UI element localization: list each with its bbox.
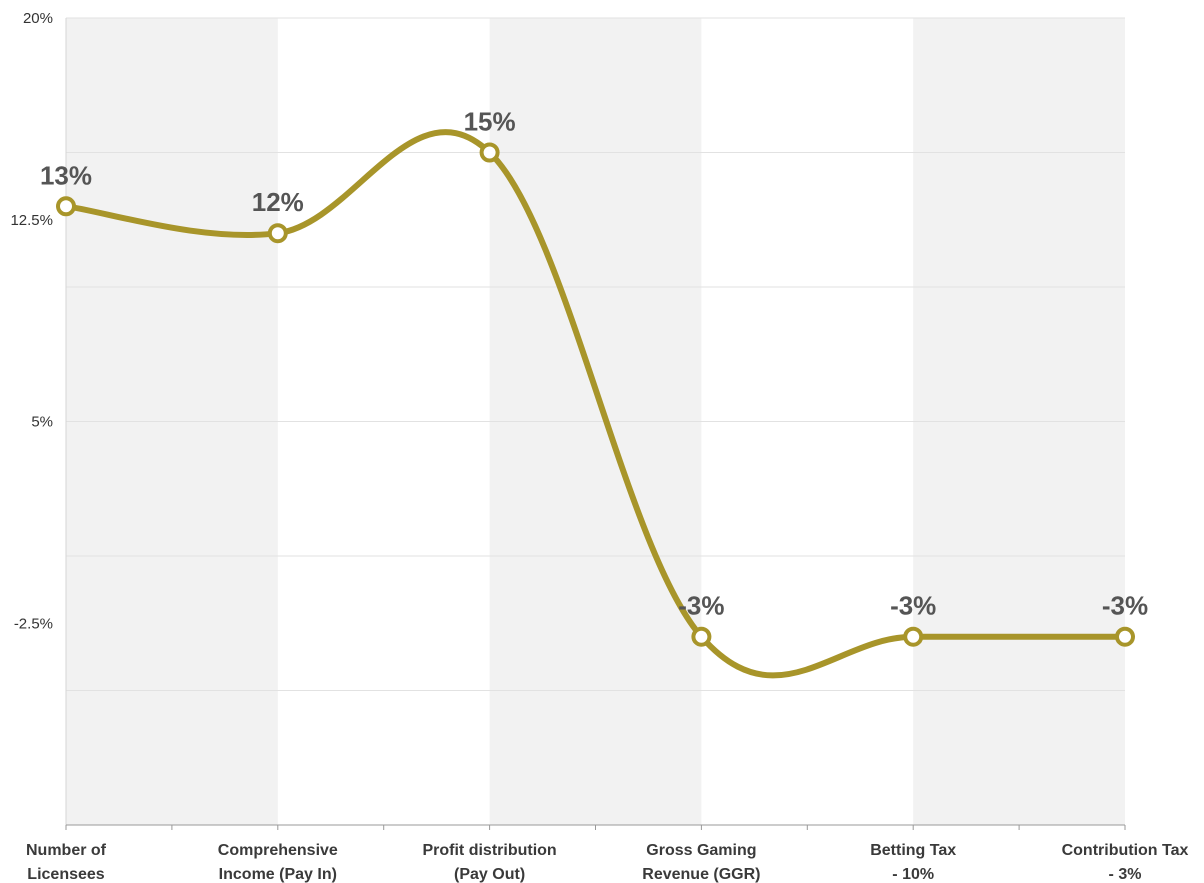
x-tick-label: Gross Gaming Revenue (GGR) [642, 842, 760, 883]
x-tick-label: Contribution Tax - 3% [1062, 842, 1189, 883]
data-point [267, 223, 288, 244]
data-point [903, 626, 924, 647]
x-tick-label: Comprehensive Income (Pay In) [218, 842, 338, 883]
data-label: 13% [40, 160, 92, 190]
x-axis-tick-labels: Number of Licensees Comprehensive Income (P… [26, 842, 1189, 883]
data-label: 15% [464, 107, 516, 137]
axes [65, 18, 1126, 830]
data-label: -3% [1102, 591, 1148, 621]
x-tick-label: Betting Tax - 10% [870, 842, 956, 883]
data-point [56, 196, 76, 217]
data-point [479, 142, 500, 163]
y-tick-label: -2.5% [14, 615, 53, 632]
data-points [56, 142, 1135, 647]
data-label: 12% [252, 187, 304, 217]
y-tick-label: 12.5% [10, 212, 53, 229]
x-tick-label: Profit distribution (Pay Out) [422, 842, 556, 883]
x-tick-label: Number of Licensees [26, 842, 107, 883]
y-axis-tick-labels: 20% 12.5% 5% -2.5% [10, 10, 53, 632]
y-tick-label: 20% [23, 10, 53, 27]
data-point [691, 626, 712, 647]
data-label: -3% [890, 591, 936, 621]
data-point [1115, 626, 1135, 647]
y-tick-label: 5% [31, 414, 53, 431]
data-labels: 13% 12% 15% -3% -3% -3% [40, 107, 1148, 621]
data-label: -3% [678, 591, 724, 621]
